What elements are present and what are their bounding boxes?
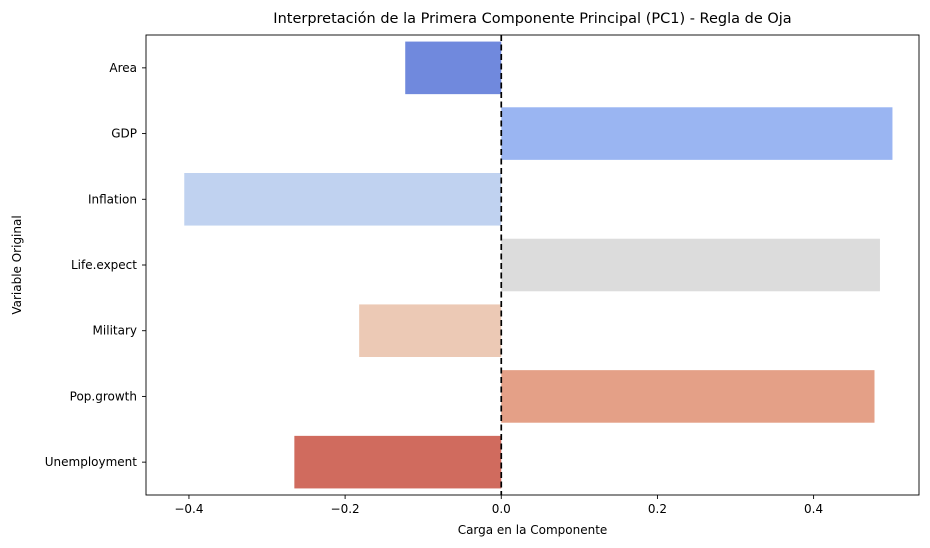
bar-inflation bbox=[184, 173, 502, 226]
bars-group bbox=[184, 41, 893, 489]
y-category-label: Military bbox=[93, 324, 137, 338]
bar-pop-growth bbox=[501, 370, 875, 423]
y-category-label: Area bbox=[109, 61, 137, 75]
x-tick-label: −0.4 bbox=[174, 502, 203, 516]
y-category-label: Inflation bbox=[88, 192, 137, 206]
y-axis-title: Variable Original bbox=[10, 215, 24, 314]
chart-title: Interpretación de la Primera Componente … bbox=[273, 11, 791, 27]
bar-unemployment bbox=[294, 435, 502, 489]
x-axis-title: Carga en la Componente bbox=[458, 523, 608, 537]
bar-military bbox=[359, 304, 502, 357]
y-category-label: Unemployment bbox=[45, 455, 138, 469]
x-tick-label: −0.2 bbox=[331, 502, 360, 516]
bar-gdp bbox=[501, 107, 893, 160]
x-tick-label: 0.0 bbox=[492, 502, 511, 516]
x-axis-ticks: −0.4 −0.2 0.0 0.2 0.4 bbox=[174, 495, 823, 516]
y-category-label: GDP bbox=[111, 127, 137, 141]
y-axis-categories: Area GDP Inflation Life.expect Military Pop.g… bbox=[45, 61, 146, 469]
bar-life-expect bbox=[501, 238, 880, 292]
y-category-label: Life.expect bbox=[71, 258, 137, 272]
x-tick-label: 0.4 bbox=[804, 502, 823, 516]
bar-area bbox=[405, 41, 502, 95]
x-tick-label: 0.2 bbox=[648, 502, 667, 516]
y-category-label: Pop.growth bbox=[70, 389, 137, 403]
